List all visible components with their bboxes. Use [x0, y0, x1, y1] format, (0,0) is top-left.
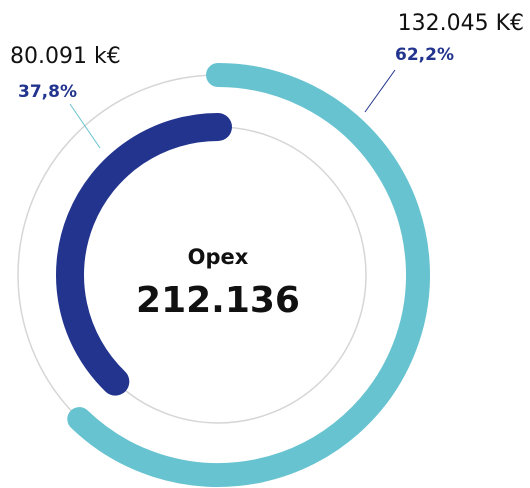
percent-label: 62,2%: [395, 45, 454, 65]
center-total: 212.136: [136, 280, 300, 321]
leader-line: [69, 103, 101, 149]
arc: [56, 113, 232, 396]
leader-line: [364, 69, 396, 113]
value-label: 80.091 k€: [10, 44, 121, 69]
value-label: 132.045 K€: [398, 11, 524, 36]
arc: [67, 63, 430, 487]
percent-label: 37,8%: [18, 82, 77, 102]
center-label: Opex: [188, 245, 249, 269]
